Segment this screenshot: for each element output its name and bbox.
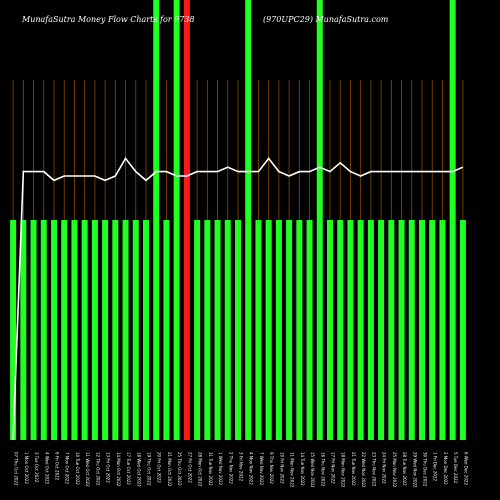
x-tick-label: 18 Wed Oct 2022 <box>136 452 141 487</box>
bar <box>51 220 57 440</box>
bar <box>398 220 405 440</box>
x-tick-label: 3 Tue Oct 2022 <box>34 452 39 483</box>
bar <box>122 220 129 440</box>
bar <box>143 220 149 440</box>
x-tick-label: 17 Tue Oct 2022 <box>126 452 131 485</box>
x-tick-label: 4 Wed Oct 2022 <box>44 452 49 485</box>
bar <box>30 220 37 440</box>
x-tick-label: 31 Tue Nov 2022 <box>208 452 213 486</box>
bar <box>378 220 385 440</box>
bar <box>439 220 446 440</box>
x-tick-label: 7 Wed Nov 2022 <box>259 452 264 486</box>
x-tick-label: 7 Mon Oct 2022 <box>65 452 70 484</box>
x-tick-label: 29 Wed Nov 2022 <box>412 452 417 488</box>
bar <box>10 220 17 440</box>
x-tick-label: 1 Mon Oct 2022 <box>24 452 29 484</box>
x-tick-label: 22 Wed Nov 2022 <box>361 452 366 488</box>
x-tick-label: 21 Tue Nov 2022 <box>351 452 356 486</box>
x-tick-label: 21 Mon Oct 2022 <box>167 452 172 487</box>
x-tick-label: 13 Fri Oct 2022 <box>106 452 111 483</box>
x-tick-labels: 07 Thu Oct 2022 1 Mon Oct 2022 3 Tue Oct 2… <box>14 452 469 488</box>
bar <box>183 0 190 440</box>
bar <box>255 220 262 440</box>
x-tick-label: 16 Thu Nov 2022 <box>320 452 325 487</box>
x-tick-label: 6 Fri Oct 2022 <box>55 452 60 481</box>
bar <box>367 220 374 440</box>
x-tick-label: 3 Fri Nov 2022 <box>239 452 244 482</box>
bar <box>102 220 109 440</box>
x-tick-label: 28 Tue Nov 2022 <box>402 452 407 486</box>
bar <box>306 220 313 440</box>
bar <box>388 220 395 440</box>
x-tick-label: 9 Thu Nov 2022 <box>269 452 274 484</box>
bar <box>194 220 201 440</box>
x-tick-label: 10 Tue Oct 2022 <box>75 452 80 485</box>
bar <box>327 220 333 440</box>
money-flow-line <box>12 156 464 441</box>
bar <box>112 220 119 440</box>
x-tick-label: 24 Fri Nov 2022 <box>382 452 387 484</box>
bar <box>214 220 221 440</box>
x-tick-label: 6 Wed Dec 2022 <box>463 452 468 485</box>
x-tick-label: 10 Fri Nov 2022 <box>279 452 284 484</box>
bar <box>316 0 323 440</box>
bar <box>81 220 88 440</box>
bars <box>10 0 466 440</box>
x-tick-label: 18 Mon Nov 2022 <box>341 452 346 488</box>
x-tick-label: 20 Fri Oct 2022 <box>157 452 162 483</box>
bar <box>275 220 282 440</box>
x-tick-label: 23 Thu Nov 2022 <box>371 452 376 487</box>
chart-title-left: MunafaSutra Money Flow Charts for 9738 <box>21 15 195 24</box>
x-tick-label: 2 Thu Nov 2022 <box>228 452 233 484</box>
bar <box>163 220 170 440</box>
x-tick-label: 07 Thu Oct 2022 <box>14 452 19 486</box>
x-tick-label: 30 Thu Dec 2022 <box>423 452 428 487</box>
x-tick-label: 28 Mon Oct 2022 <box>198 452 203 487</box>
bar <box>347 220 354 440</box>
x-tick-label: 12 Thu Oct 2022 <box>95 452 100 486</box>
x-tick-label: 14 Mon Oct 2022 <box>116 452 121 487</box>
bar <box>91 220 98 440</box>
bar <box>357 220 364 440</box>
bar <box>224 220 231 440</box>
x-tick-label: 11 Mon Nov 2022 <box>290 452 295 488</box>
bar <box>459 220 466 440</box>
bar <box>419 220 425 440</box>
bar <box>429 220 436 440</box>
x-tick-label: 14 Tue Nov 2022 <box>300 452 305 486</box>
bar <box>132 220 139 440</box>
x-tick-label: 5 Tue Dec 2022 <box>453 452 458 484</box>
x-tick-label: 2 Mon Dec 2022 <box>443 452 448 485</box>
x-tick-label: 27 Fri Oct 2022 <box>187 452 192 483</box>
bar <box>173 0 180 440</box>
bar <box>40 220 47 440</box>
x-tick-label: 1 Wed Nov 2022 <box>218 452 223 486</box>
x-tick-label: 4 Mon Nov 2022 <box>249 452 254 485</box>
bar <box>449 0 456 440</box>
x-tick-label: 25 Thu Oct 2022 <box>177 452 182 486</box>
x-tick-label: 17 Fri Nov 2022 <box>331 452 336 484</box>
chart-title-right: (970UPC29) MunafaSutra.com <box>263 15 389 24</box>
bar <box>265 220 272 440</box>
x-tick-label: 25 Mon Nov 2022 <box>392 452 397 488</box>
bar <box>408 220 415 440</box>
bar <box>245 0 252 440</box>
bar <box>153 0 160 440</box>
bar <box>71 220 78 440</box>
x-tick-label: 15 Wed Nov 2022 <box>310 452 315 488</box>
bar <box>204 220 211 440</box>
bar <box>296 220 303 440</box>
x-tick-label: 1 Fri Dec 2022 <box>433 452 438 482</box>
bar <box>20 220 27 440</box>
bar <box>286 220 293 440</box>
bar <box>235 220 241 440</box>
x-tick-label: 11 Wed Oct 2022 <box>85 452 90 487</box>
bar <box>61 220 68 440</box>
money-flow-line-group <box>12 156 464 441</box>
x-tick-label: 19 Thu Oct 2022 <box>147 452 152 486</box>
bar <box>337 220 344 440</box>
